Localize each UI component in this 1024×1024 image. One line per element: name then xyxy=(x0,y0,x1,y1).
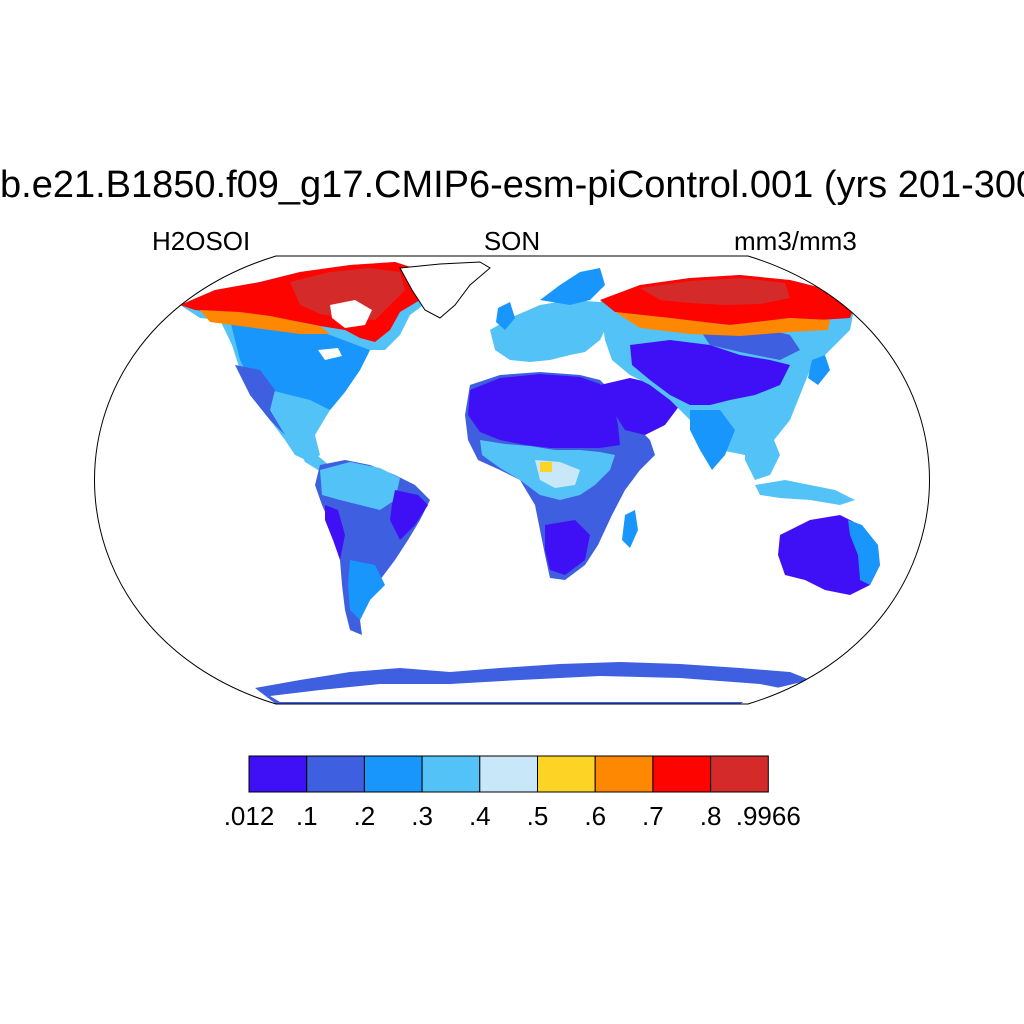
sahel-yellow xyxy=(540,462,552,472)
colorbar-swatch xyxy=(537,755,596,793)
map-outline xyxy=(94,255,930,705)
south-america-east-dry xyxy=(390,490,428,540)
colorbar-tick-label: .012 xyxy=(223,801,275,831)
colorbar-tick-label: .1 xyxy=(295,801,318,831)
southeast-asia xyxy=(745,430,780,480)
colorbar-swatch xyxy=(652,755,712,793)
colorbar-swatch xyxy=(479,755,538,793)
colorbar-swatch xyxy=(248,755,308,793)
colorbar-swatch xyxy=(710,755,769,793)
colorbar-swatch xyxy=(421,755,481,793)
land-fields xyxy=(180,261,925,704)
colorbar-tick-label: .5 xyxy=(526,801,549,831)
season-label: SON xyxy=(483,226,541,256)
madagascar xyxy=(622,510,638,548)
south-america-west-dry xyxy=(325,505,345,560)
colorbar-tick-label: .4 xyxy=(468,801,491,831)
australia-east xyxy=(848,520,880,585)
north-america-southwest xyxy=(235,365,285,435)
antarctica-interior xyxy=(270,676,790,702)
sahara xyxy=(468,374,620,448)
colorbar-tick-label: .9966 xyxy=(735,801,801,831)
colorbar-tick-label: .3 xyxy=(411,801,433,831)
variable-label: H2OSOI xyxy=(152,226,251,256)
units-label: mm3/mm3 xyxy=(734,226,857,256)
map-title: b.e21.B1850.f09_g17.CMIP6-esm-piControl.… xyxy=(0,164,1024,206)
southern-africa xyxy=(545,520,590,575)
europe-base xyxy=(490,300,610,362)
indonesia xyxy=(755,480,855,505)
north-america-boreal xyxy=(200,310,330,334)
south-america-amazon xyxy=(320,462,400,510)
colorbar-tick-label: .6 xyxy=(584,801,607,831)
scandinavia xyxy=(540,268,605,305)
south-america-pampas xyxy=(348,560,385,620)
north-america-arctic-core xyxy=(290,268,405,320)
siberia-deep-red xyxy=(640,278,790,305)
hudson-bay xyxy=(330,300,372,328)
greenland xyxy=(399,261,491,319)
colorbar-tick-label: .2 xyxy=(353,801,376,831)
colorbar-tick-label: .7 xyxy=(642,801,664,831)
india xyxy=(690,410,735,470)
colorbar-swatch xyxy=(594,755,654,793)
japan xyxy=(808,355,830,385)
great-lakes xyxy=(318,348,342,360)
siberia-boreal xyxy=(615,312,830,336)
uk xyxy=(496,302,515,330)
colorbar-swatch xyxy=(306,755,365,793)
colorbar-tick-label: .8 xyxy=(699,801,722,831)
central-asia-dry xyxy=(630,340,790,405)
colorbar-swatch xyxy=(363,755,423,793)
